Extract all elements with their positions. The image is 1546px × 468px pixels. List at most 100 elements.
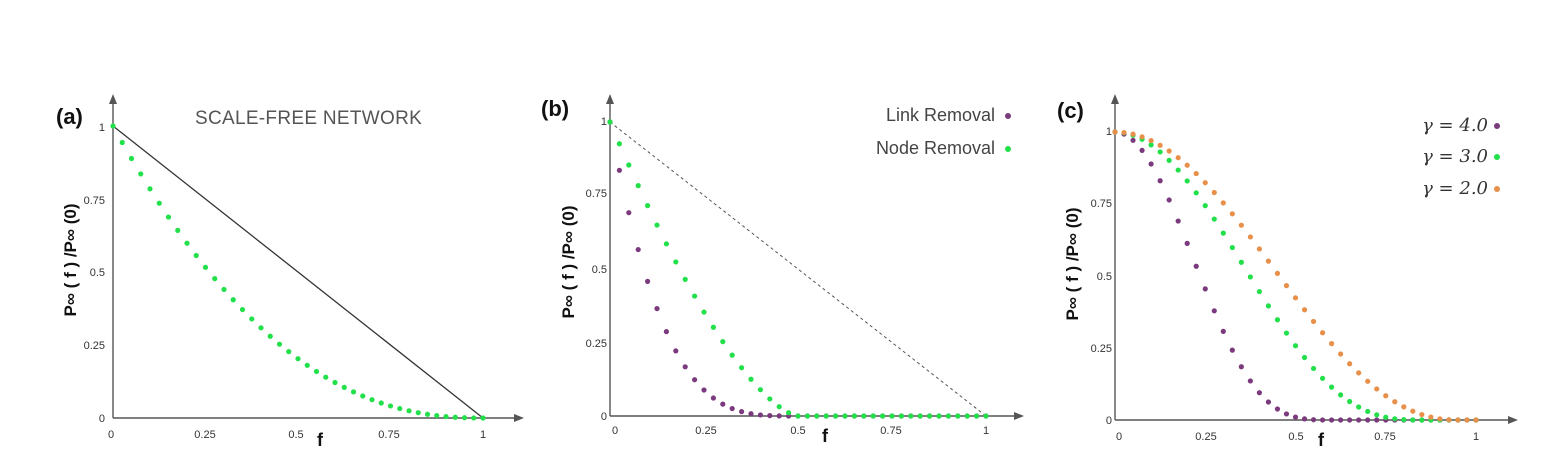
data-point — [286, 349, 292, 355]
data-point — [757, 412, 764, 418]
data-point — [1319, 330, 1326, 336]
data-point — [1256, 288, 1262, 295]
data-point — [1347, 398, 1353, 405]
data-point — [1202, 286, 1208, 292]
data-point — [1148, 142, 1154, 148]
panel-a-series-0 — [110, 123, 486, 421]
panel-c-y-ticks: 0 0.25 0.5 0.75 1 — [1091, 126, 1112, 427]
panel-c-axes — [1111, 94, 1518, 424]
panel-c-series-1 — [1112, 129, 1479, 423]
panel-b-xtick: 0.75 — [880, 425, 901, 437]
data-point — [1148, 137, 1154, 144]
data-point — [1211, 308, 1217, 314]
panel-a-ytick: 0.25 — [84, 340, 105, 352]
panel-a-label: (a) — [56, 104, 83, 129]
data-point — [1301, 354, 1308, 361]
data-point — [1238, 222, 1244, 228]
data-point — [1175, 155, 1181, 161]
data-point — [861, 413, 867, 419]
data-point — [1292, 295, 1299, 301]
panel-b-xtick: 1 — [983, 425, 989, 437]
data-point — [701, 387, 707, 393]
panel-c-x-arrow — [1508, 416, 1518, 424]
panel-c-series-0 — [1112, 129, 1479, 423]
data-point — [983, 413, 989, 419]
data-point — [258, 325, 264, 331]
data-point — [663, 329, 670, 335]
panel-a-ytick: 1 — [99, 122, 105, 134]
legend-label-gamma-2: γ = 2.0 — [1422, 178, 1488, 199]
panel-a-x-arrow — [514, 414, 524, 422]
panel-b-ytick: 0.75 — [586, 188, 607, 200]
data-point — [1175, 218, 1181, 224]
data-point — [138, 171, 144, 177]
data-point — [461, 415, 468, 421]
data-point — [313, 368, 320, 375]
panel-b-label: (b) — [541, 96, 569, 121]
data-point — [1446, 417, 1452, 423]
data-point — [1392, 416, 1398, 422]
panel-c-xtick: 1 — [1473, 431, 1479, 443]
panel-b-x-ticks: 0 0.25 0.5 0.75 1 — [612, 425, 989, 437]
data-point — [898, 413, 905, 419]
legend-label-gamma-3: γ = 3.0 — [1422, 146, 1488, 167]
data-point — [1274, 317, 1281, 323]
data-point — [917, 413, 923, 419]
data-point — [1338, 417, 1344, 423]
data-point — [1410, 417, 1416, 423]
panel-b-reference-line — [609, 121, 987, 417]
data-point — [1265, 399, 1272, 405]
panel-c-x-ticks: 0 0.25 0.5 0.75 1 — [1116, 431, 1479, 443]
data-point — [682, 364, 688, 370]
data-point — [295, 356, 301, 362]
data-point — [974, 413, 980, 419]
data-point — [757, 387, 764, 393]
panel-a-y-arrow — [109, 94, 117, 104]
data-point — [1265, 303, 1272, 309]
data-point — [1139, 134, 1145, 140]
data-point — [795, 413, 801, 419]
data-point — [1202, 203, 1208, 209]
data-point — [748, 376, 754, 382]
panel-b-x-label: f — [822, 426, 829, 446]
data-point — [720, 401, 726, 407]
data-point — [616, 167, 623, 173]
panel-c-y-label: P∞ ( f ) /P∞ (0) — [1063, 207, 1082, 320]
panel-b-y-arrow — [606, 94, 614, 104]
data-point — [1383, 393, 1389, 399]
data-point — [710, 324, 717, 330]
data-point — [1166, 157, 1172, 163]
panel-b-x-arrow — [1014, 412, 1024, 420]
data-point — [1283, 411, 1290, 417]
data-point — [673, 259, 679, 265]
data-point — [1392, 399, 1398, 405]
data-point — [1157, 142, 1163, 148]
data-point — [1184, 240, 1190, 246]
data-point — [1455, 417, 1461, 423]
panel-b-xtick: 0.25 — [695, 425, 716, 437]
data-point — [184, 240, 190, 246]
data-point — [1121, 129, 1127, 136]
panel-c-ytick: 0.5 — [1097, 271, 1112, 283]
data-point — [156, 200, 162, 206]
data-point — [1247, 378, 1253, 384]
data-point — [1356, 370, 1362, 376]
panel-c-series-2 — [1112, 129, 1479, 423]
data-point — [350, 389, 357, 395]
data-point — [1347, 361, 1353, 367]
data-point — [332, 379, 338, 386]
data-point — [870, 413, 876, 419]
panel-a-x-ticks: 0 0.25 0.5 0.75 1 — [108, 429, 486, 441]
legend-marker-gamma-2 — [1494, 186, 1500, 192]
data-point — [1283, 330, 1290, 336]
data-point — [1166, 148, 1172, 154]
data-point — [1238, 364, 1244, 370]
legend-label-gamma-4: γ = 4.0 — [1422, 115, 1488, 136]
data-point — [397, 405, 403, 412]
panel-a-xtick: 0.75 — [378, 429, 399, 441]
data-point — [1338, 351, 1344, 357]
data-point — [1229, 211, 1235, 217]
panel-a-y-label: P∞ ( f ) /P∞ (0) — [61, 203, 80, 316]
panel-c-legend: γ = 4.0 γ = 3.0 γ = 2.0 — [1422, 115, 1500, 199]
data-point — [1310, 365, 1317, 372]
